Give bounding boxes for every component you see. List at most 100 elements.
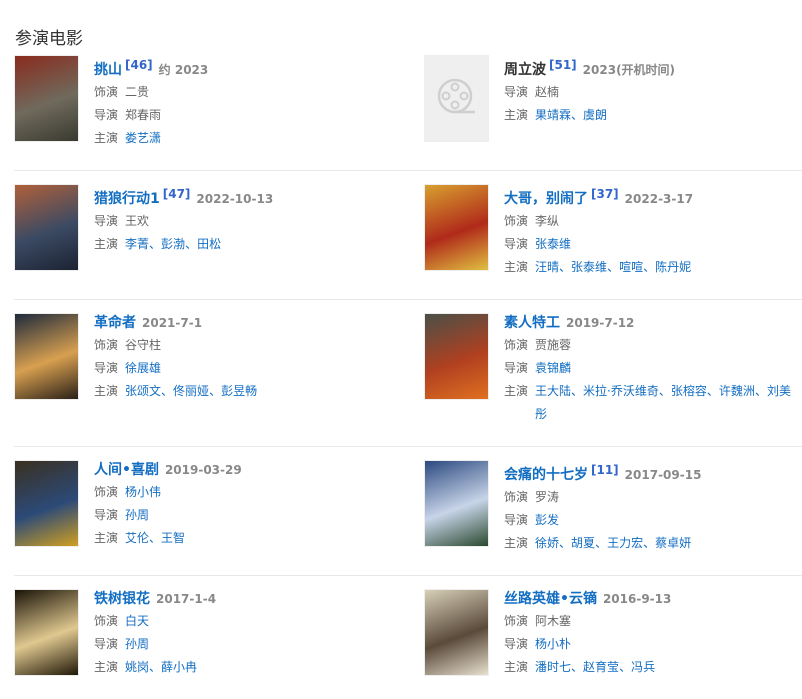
person-link[interactable]: 王力宏 [607,536,644,550]
person-link[interactable]: 汪晴 [535,260,560,274]
person-link[interactable]: 徐娇 [535,536,560,550]
film-poster[interactable] [424,589,489,676]
person-link[interactable]: 薛小冉 [161,660,198,674]
credit-values: 汪晴、张泰维、喧喧、陈丹妮 [535,256,693,279]
credit-line: 饰演 白天 [94,610,216,633]
film-title[interactable]: 丝路英雄•云镝 [504,591,597,607]
film-header: 会痛的十七岁 [11] 2017-09-15 [504,459,701,486]
person-link[interactable]: 白天 [125,614,150,628]
release-date: 约 2023 [158,63,209,77]
film-info: 革命者 2021-7-1 饰演 谷守柱 导演 徐展雄 主演 张颂文、佟丽娅、彭昱畅 [94,313,257,426]
credit-label: 主演 [504,108,529,122]
person-link[interactable]: 张颂文 [125,384,162,398]
film-header: 猎狼行动1 [47] 2022-10-13 [94,183,273,210]
person-link[interactable]: 蔡卓妍 [655,536,692,550]
film-title[interactable]: 会痛的十七岁 [504,467,588,483]
film-info: 猎狼行动1 [47] 2022-10-13 导演 王欢 主演 李菁、彭渤、田松 [94,184,273,279]
credit-label: 导演 [504,637,529,651]
person-link[interactable]: 孙周 [125,637,150,651]
film-item: 革命者 2021-7-1 饰演 谷守柱 导演 徐展雄 主演 张颂文、佟丽娅、彭昱畅 [14,313,424,426]
film-poster[interactable] [14,313,79,400]
credit-line: 饰演 罗涛 [504,486,701,509]
separator: 、 [161,384,174,398]
film-header: 素人特工 2019-7-12 [504,312,802,334]
film-poster[interactable] [14,589,79,676]
film-title[interactable]: 猎狼行动1 [94,191,160,207]
credit-label: 饰演 [504,338,529,352]
credit-values: 李菁、彭渤、田松 [125,233,273,256]
person-link[interactable]: 彭渤 [161,237,186,251]
credit-values: 娄艺潇 [125,127,208,150]
film-info: 铁树银花 2017-1-4 饰演 白天 导演 孙周 主演 姚岗、薛小冉 [94,589,216,679]
citation-ref[interactable]: [46] [125,58,153,72]
person-link[interactable]: 刘美彤 [535,384,791,421]
citation-ref[interactable]: [37] [591,187,619,201]
person-link[interactable]: 彭发 [535,513,560,527]
credit-line: 导演 彭发 [504,509,701,532]
person-link[interactable]: 冯兵 [631,660,656,674]
citation-ref[interactable]: [11] [591,463,619,477]
film-poster[interactable] [14,55,79,142]
person-link[interactable]: 陈丹妮 [655,260,692,274]
person-link[interactable]: 李菁 [125,237,150,251]
person-link[interactable]: 袁锦麟 [535,361,572,375]
person-link[interactable]: 姚岗 [125,660,150,674]
film-title[interactable]: 人间•喜剧 [94,462,159,478]
film-row: 人间•喜剧 2019-03-29 饰演 杨小伟 导演 孙周 主演 艾伦、王智 会痛的十七岁 [11… [14,447,802,576]
person-link[interactable]: 胡夏 [571,536,596,550]
person-link[interactable]: 虞朗 [583,108,608,122]
film-info: 人间•喜剧 2019-03-29 饰演 杨小伟 导演 孙周 主演 艾伦、王智 [94,460,242,555]
credit-line: 主演 姚岗、薛小冉 [94,656,216,679]
person-link[interactable]: 孙周 [125,508,150,522]
film-title: 周立波 [504,62,546,78]
person-link[interactable]: 彭昱畅 [221,384,258,398]
person-link[interactable]: 佟丽娅 [173,384,210,398]
film-item: 人间•喜剧 2019-03-29 饰演 杨小伟 导演 孙周 主演 艾伦、王智 [14,460,424,555]
credit-line: 饰演 李纵 [504,210,693,233]
person-link[interactable]: 杨小朴 [535,637,572,651]
person-link[interactable]: 许魏洲 [718,384,755,398]
section-title: 参演电影 [15,29,83,50]
credit-label: 主演 [94,131,119,145]
release-date: 2021-7-1 [142,316,203,330]
person-link[interactable]: 王智 [161,531,186,545]
person-link[interactable]: 张泰维 [571,260,608,274]
credit-values: 郑春雨 [125,104,208,127]
credit-line: 导演 张泰维 [504,233,693,256]
film-title[interactable]: 铁树银花 [94,591,150,607]
person-link[interactable]: 娄艺潇 [125,131,162,145]
credit-values: 杨小伟 [125,481,242,504]
person-link[interactable]: 果靖霖 [535,108,572,122]
person-link[interactable]: 杨小伟 [125,485,162,499]
release-date: 2016-9-13 [602,592,672,606]
film-poster[interactable] [14,184,79,271]
credit-label: 导演 [94,214,119,228]
film-header: 革命者 2021-7-1 [94,312,257,334]
person-link[interactable]: 艾伦 [125,531,150,545]
film-title[interactable]: 挑山 [94,62,122,78]
citation-ref[interactable]: [51] [549,58,577,72]
person-link[interactable]: 田松 [197,237,222,251]
citation-ref[interactable]: [47] [162,187,191,201]
film-poster[interactable] [424,184,489,271]
film-title[interactable]: 素人特工 [504,315,560,331]
credit-label: 饰演 [504,214,529,228]
film-poster[interactable] [424,460,489,547]
person-link[interactable]: 米拉·乔沃维奇 [583,384,659,398]
credit-values: 孙周 [125,633,216,656]
person-link[interactable]: 张泰维 [535,237,572,251]
credit-line: 导演 袁锦麟 [504,357,802,380]
person-link[interactable]: 王大陆 [535,384,572,398]
person-link[interactable]: 张榕容 [670,384,707,398]
film-title[interactable]: 大哥，别闹了 [504,191,588,207]
film-poster[interactable] [424,313,489,400]
person-link[interactable]: 赵育莹 [583,660,620,674]
film-title[interactable]: 革命者 [94,315,136,331]
person-link[interactable]: 喧喧 [619,260,644,274]
person-link[interactable]: 徐展雄 [125,361,162,375]
person-link[interactable]: 潘时七 [535,660,572,674]
film-poster[interactable] [424,55,489,142]
credit-line: 饰演 阿木塞 [504,610,671,633]
film-poster[interactable] [14,460,79,547]
film-list: 挑山 [46] 约 2023 饰演 二贵 导演 郑春雨 主演 娄艺潇 周立波 [51] 2023(开机… [14,42,802,699]
